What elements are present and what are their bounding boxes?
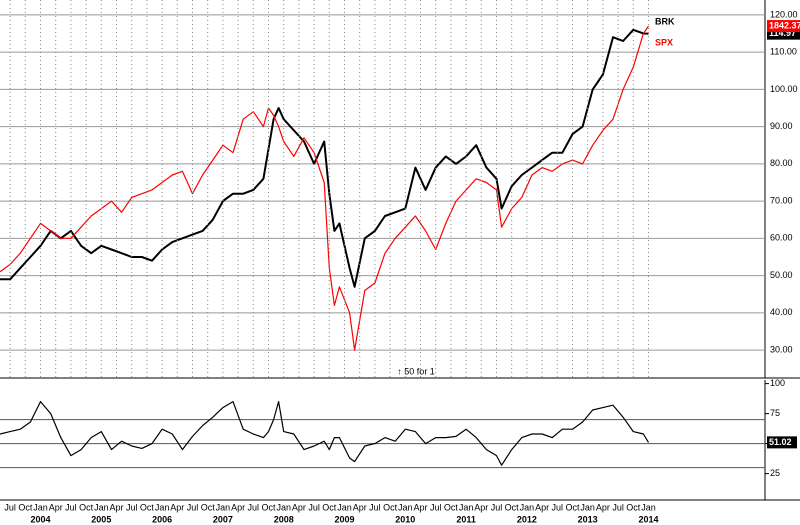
series-line — [0, 28, 649, 288]
x-tick-label: Jul — [126, 502, 138, 512]
x-tick-label: Apr — [170, 502, 184, 512]
x-tick-label: Jan — [641, 502, 656, 512]
y-tick-label: 100 — [770, 378, 785, 388]
x-tick-label: Jul — [248, 502, 260, 512]
x-year-label: 2014 — [638, 514, 658, 524]
x-year-label: 2013 — [578, 514, 598, 524]
x-year-label: 2010 — [395, 514, 415, 524]
x-tick-label: Apr — [535, 502, 549, 512]
x-tick-label: Jan — [459, 502, 474, 512]
price-label: 1842.37 — [769, 20, 800, 30]
y-tick-label: 40.00 — [770, 307, 793, 317]
series-line — [0, 25, 649, 351]
x-year-label: 2008 — [274, 514, 294, 524]
value-label: 51.02 — [769, 437, 792, 447]
legend-label: BRK — [655, 16, 675, 26]
x-tick-label: Oct — [565, 502, 580, 512]
price-box — [767, 20, 800, 33]
y-tick-label: 90.00 — [770, 121, 793, 131]
x-tick-label: Apr — [474, 502, 488, 512]
value-box — [767, 436, 797, 449]
x-tick-label: Jan — [94, 502, 109, 512]
x-tick-label: Jul — [65, 502, 77, 512]
x-tick-label: Jul — [187, 502, 199, 512]
y-tick-label: 75 — [770, 408, 780, 418]
x-year-label: 2011 — [456, 514, 476, 524]
x-year-label: 2006 — [152, 514, 172, 524]
x-year-label: 2007 — [213, 514, 233, 524]
x-tick-label: Oct — [505, 502, 520, 512]
y-tick-label: 100.00 — [770, 84, 798, 94]
x-tick-label: Apr — [231, 502, 245, 512]
x-tick-label: Oct — [79, 502, 94, 512]
y-tick-label: 25 — [770, 468, 780, 478]
y-tick-label: 70.00 — [770, 195, 793, 205]
x-year-label: 2005 — [91, 514, 111, 524]
series-line — [0, 401, 650, 466]
x-tick-label: Jan — [33, 502, 48, 512]
x-year-label: 2004 — [31, 514, 51, 524]
x-tick-label: Apr — [596, 502, 610, 512]
x-tick-label: Oct — [383, 502, 398, 512]
annotation: ↑ 50 for 1 — [397, 366, 435, 376]
x-tick-label: Jul — [308, 502, 320, 512]
x-tick-label: Jan — [398, 502, 413, 512]
x-tick-label: Apr — [413, 502, 427, 512]
x-tick-label: Oct — [444, 502, 459, 512]
x-tick-label: Jan — [276, 502, 291, 512]
x-tick-label: Apr — [110, 502, 124, 512]
x-tick-label: Jan — [580, 502, 595, 512]
x-year-label: 2009 — [334, 514, 354, 524]
legend-label: SPX — [655, 37, 673, 47]
x-tick-label: Oct — [201, 502, 216, 512]
price-label: 114.97 — [769, 28, 796, 38]
y-tick-label: 60.00 — [770, 233, 793, 243]
x-tick-label: Jul — [491, 502, 503, 512]
x-tick-label: Jul — [612, 502, 624, 512]
y-tick-label: 50.00 — [770, 270, 793, 280]
x-tick-label: Jan — [337, 502, 352, 512]
x-tick-label: Jan — [155, 502, 170, 512]
x-tick-label: Oct — [18, 502, 33, 512]
y-tick-label: 120.00 — [770, 9, 798, 19]
x-year-label: 2012 — [517, 514, 537, 524]
x-tick-label: Apr — [49, 502, 63, 512]
x-tick-label: Jul — [552, 502, 564, 512]
x-tick-label: Jan — [216, 502, 231, 512]
x-tick-label: Jul — [430, 502, 442, 512]
x-tick-label: Oct — [140, 502, 155, 512]
x-tick-label: Jul — [369, 502, 381, 512]
y-tick-label: 110.00 — [770, 47, 797, 57]
x-tick-label: Apr — [353, 502, 367, 512]
x-tick-label: Jan — [520, 502, 535, 512]
x-tick-label: Oct — [626, 502, 641, 512]
x-tick-label: Oct — [322, 502, 337, 512]
y-tick-label: 80.00 — [770, 158, 793, 168]
y-tick-label: 30.00 — [770, 344, 793, 354]
x-tick-label: Jul — [4, 502, 16, 512]
x-tick-label: Oct — [262, 502, 277, 512]
x-tick-label: Apr — [292, 502, 306, 512]
